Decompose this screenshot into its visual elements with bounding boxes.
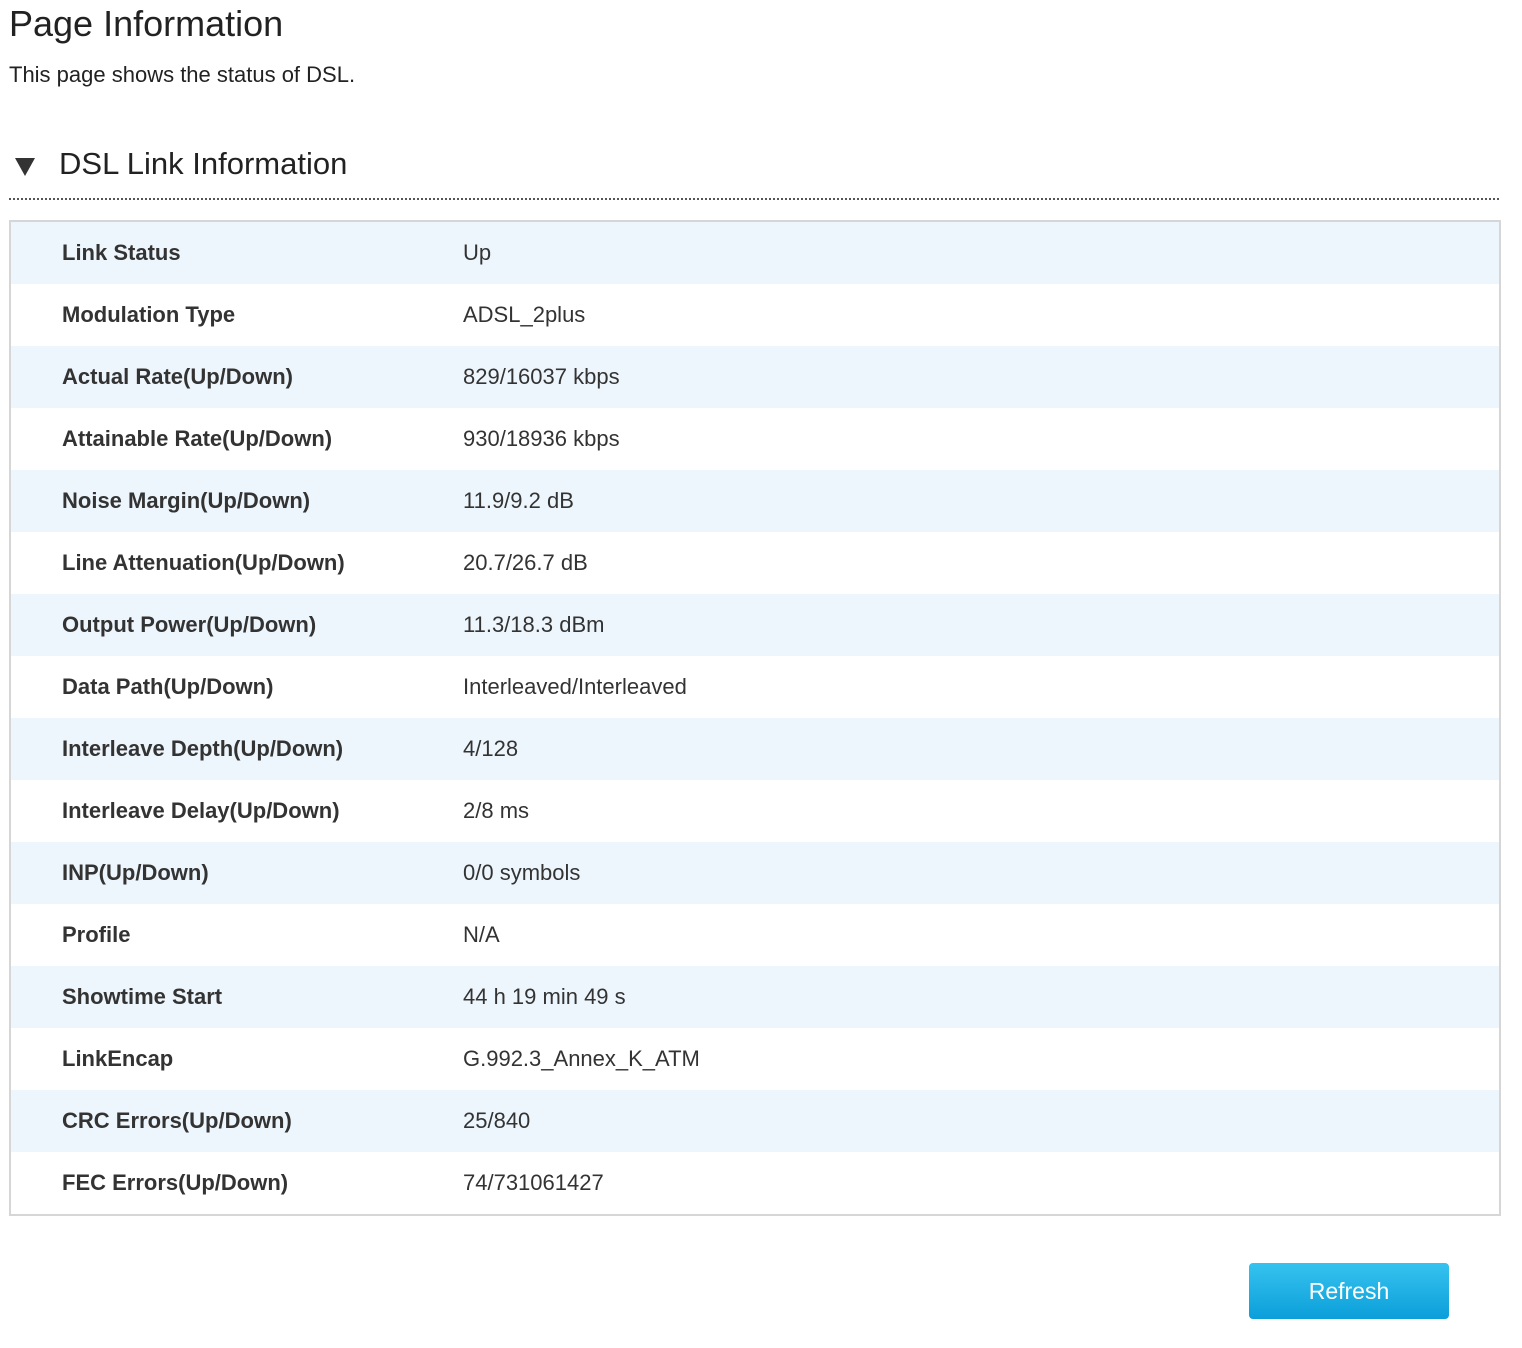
table-row: Link Status Up [11,222,1499,284]
section-title: DSL Link Information [59,146,348,181]
table-row: Line Attenuation(Up/Down) 20.7/26.7 dB [11,532,1499,594]
table-row: INP(Up/Down) 0/0 symbols [11,842,1499,904]
row-value: Up [463,240,492,265]
row-label: Modulation Type [62,302,236,327]
page-title: Page Information [9,3,284,44]
table-row: Output Power(Up/Down) 11.3/18.3 dBm [11,594,1499,656]
row-value: 0/0 symbols [463,860,581,885]
row-label: Link Status [62,240,181,265]
table-row: FEC Errors(Up/Down) 74/731061427 [11,1152,1499,1214]
table-row: Actual Rate(Up/Down) 829/16037 kbps [11,346,1499,408]
table-row: Interleave Delay(Up/Down) 2/8 ms [11,780,1499,842]
row-value: 44 h 19 min 49 s [463,984,626,1009]
row-label: Data Path(Up/Down) [62,674,274,699]
row-value: 829/16037 kbps [463,364,620,389]
page-description: This page shows the status of DSL. [9,62,356,87]
row-label: CRC Errors(Up/Down) [62,1108,292,1133]
refresh-button[interactable]: Refresh [1249,1263,1449,1319]
row-value: 2/8 ms [463,798,530,823]
table-row: LinkEncap G.992.3_Annex_K_ATM [11,1028,1499,1090]
row-value: 74/731061427 [463,1170,604,1195]
section-header-dsl-link: DSL Link Information [9,140,1499,200]
row-label: Showtime Start [62,984,223,1009]
row-value: 25/840 [463,1108,531,1133]
table-row: Profile N/A [11,904,1499,966]
table-row: Interleave Depth(Up/Down) 4/128 [11,718,1499,780]
row-value: ADSL_2plus [463,302,586,327]
row-label: Interleave Delay(Up/Down) [62,798,340,823]
row-value: N/A [463,922,500,947]
row-value: G.992.3_Annex_K_ATM [463,1046,700,1071]
row-label: Line Attenuation(Up/Down) [62,550,345,575]
row-label: Interleave Depth(Up/Down) [62,736,344,761]
row-value: 20.7/26.7 dB [463,550,588,575]
table-row: Noise Margin(Up/Down) 11.9/9.2 dB [11,470,1499,532]
row-value: 11.3/18.3 dBm [463,612,605,637]
row-label: Output Power(Up/Down) [62,612,317,637]
row-value: 4/128 [463,736,519,761]
table-row: Modulation Type ADSL_2plus [11,284,1499,346]
table-row: CRC Errors(Up/Down) 25/840 [11,1090,1499,1152]
dsl-info-table: Link Status Up Modulation Type ADSL_2plu… [9,220,1501,1216]
table-row: Showtime Start 44 h 19 min 49 s [11,966,1499,1028]
row-value: 11.9/9.2 dB [463,488,574,513]
row-label: Profile [62,922,131,947]
table-row: Attainable Rate(Up/Down) 930/18936 kbps [11,408,1499,470]
row-label: Noise Margin(Up/Down) [62,488,311,513]
row-value: Interleaved/Interleaved [463,674,687,699]
row-label: Actual Rate(Up/Down) [62,364,293,389]
row-label: INP(Up/Down) [62,860,209,885]
table-row: Data Path(Up/Down) Interleaved/Interleav… [11,656,1499,718]
row-label: FEC Errors(Up/Down) [62,1170,289,1195]
row-label: Attainable Rate(Up/Down) [62,426,333,451]
row-label: LinkEncap [62,1046,174,1071]
row-value: 930/18936 kbps [463,426,620,451]
triangle-down-icon[interactable] [15,158,35,176]
